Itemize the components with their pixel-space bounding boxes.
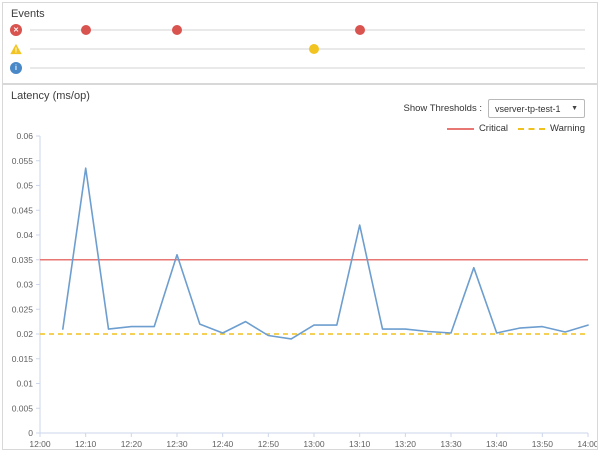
x-tick-label: 13:20	[395, 439, 417, 449]
y-tick-label: 0	[28, 428, 33, 438]
warning-event-timeline	[30, 48, 585, 50]
threshold-controls: Show Thresholds : vserver-tp-test-1 ▼	[403, 99, 585, 118]
x-tick-label: 12:40	[212, 439, 234, 449]
x-tick-label: 12:30	[166, 439, 188, 449]
latency-panel-title: Latency (ms/op)	[11, 90, 90, 102]
legend-item-critical: Critical	[446, 123, 508, 134]
chart-legend: Critical Warning	[446, 123, 585, 134]
warning-triangle-icon: !	[10, 43, 22, 55]
legend-label-warning: Warning	[549, 123, 585, 134]
event-row-info: i	[3, 62, 597, 74]
error-event-dot[interactable]	[80, 25, 91, 35]
legend-label-critical: Critical	[478, 123, 508, 134]
info-event-timeline	[30, 67, 585, 69]
x-tick-label: 14:00	[577, 439, 597, 449]
y-tick-label: 0.045	[12, 205, 34, 215]
warning-event-dot[interactable]	[309, 44, 319, 54]
legend-item-warning: Warning	[517, 123, 585, 134]
x-tick-label: 12:10	[75, 439, 97, 449]
latency-chart: 0 0.005 0.01 0.015 0.02 0.025 0.03 0.035 0.04 0.0…	[12, 131, 597, 449]
threshold-select[interactable]: vserver-tp-test-1 ▼	[488, 99, 585, 118]
event-row-warning: !	[3, 43, 597, 55]
y-tick-label: 0.015	[12, 354, 34, 364]
x-tick-label: 13:40	[486, 439, 508, 449]
events-panel: Events ✕! i	[2, 2, 598, 84]
y-tick-label: 0.005	[12, 403, 34, 413]
events-panel-title: Events	[11, 8, 45, 20]
info-circle-icon: i	[10, 62, 22, 74]
y-tick-label: 0.05	[16, 181, 33, 191]
y-tick-label: 0.035	[12, 255, 34, 265]
show-thresholds-label: Show Thresholds :	[403, 103, 482, 114]
error-event-dot[interactable]	[172, 25, 182, 35]
warning-line-swatch	[517, 127, 545, 130]
y-tick-label: 0.055	[12, 156, 34, 166]
svg-text:!: !	[15, 46, 17, 55]
x-tick-label: 13:30	[440, 439, 462, 449]
x-tick-label: 13:00	[303, 439, 325, 449]
error-event-dot[interactable]	[354, 25, 365, 35]
y-tick-label: 0.04	[16, 230, 33, 240]
error-circle-icon: ✕	[10, 24, 22, 36]
x-tick-label: 12:50	[258, 439, 280, 449]
chevron-down-icon: ▼	[571, 105, 578, 112]
latency-series-line	[61, 167, 589, 340]
latency-panel: 0 0.005 0.01 0.015 0.02 0.025 0.03 0.035 0.04 0.0…	[2, 84, 598, 450]
y-tick-label: 0.02	[16, 329, 33, 339]
y-tick-label: 0.01	[16, 379, 33, 389]
y-tick-label: 0.025	[12, 304, 34, 314]
x-tick-label: 12:00	[29, 439, 51, 449]
error-event-timeline	[30, 29, 585, 31]
y-tick-label: 0.06	[16, 131, 33, 141]
threshold-select-value: vserver-tp-test-1	[495, 103, 561, 114]
y-tick-label: 0.03	[16, 280, 33, 290]
event-row-error: ✕	[3, 24, 597, 36]
x-tick-label: 13:10	[349, 439, 371, 449]
x-tick-label: 12:20	[121, 439, 143, 449]
critical-line-swatch	[446, 127, 474, 130]
x-tick-label: 13:50	[532, 439, 554, 449]
